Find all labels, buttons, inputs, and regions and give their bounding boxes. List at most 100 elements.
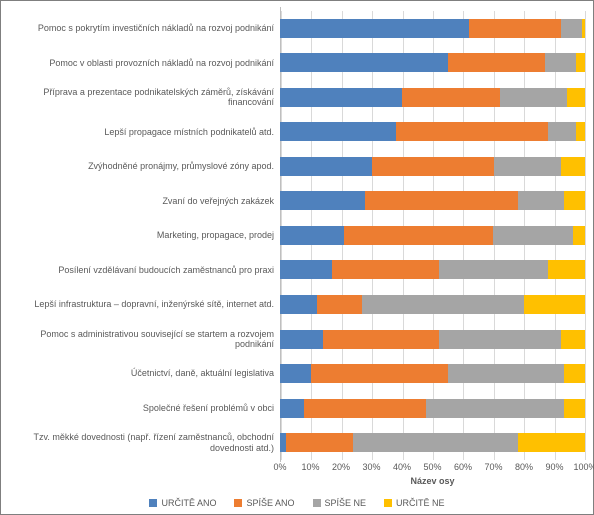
category-label: Příprava a prezentace podnikatelských zá… [9,87,280,108]
chart-container: Pomoc s pokrytím investičních nákladů na… [0,0,594,515]
bar-track [280,364,585,383]
bar-segment-spise_ne [493,226,572,245]
bar-segment-urcite_ne [561,157,585,176]
bar-track [280,88,585,107]
bar-segment-spise_ne [439,330,561,349]
bar-track [280,330,585,349]
gridline [585,11,586,460]
bar-segment-urcite_ne [564,364,585,383]
x-axis-title: Název osy [280,476,585,492]
category-label: Zvaní do veřejných zakázek [9,196,280,206]
bar-segment-urcite_ano [280,295,317,314]
bar-track [280,295,585,314]
bar-segment-urcite_ano [280,330,323,349]
x-tick-label: 50% [423,462,441,472]
legend-label: SPÍŠE NE [325,498,367,508]
plot-area: Pomoc s pokrytím investičních nákladů na… [9,7,585,492]
x-axis-title-row: Název osy [9,476,585,492]
legend-swatch [234,499,242,507]
bar-segment-spise_ano [311,364,448,383]
legend-item-spise_ne: SPÍŠE NE [313,498,367,508]
bar-track [280,53,585,72]
bar-segment-urcite_ano [280,157,372,176]
bar-rows: Pomoc s pokrytím investičních nákladů na… [9,7,585,462]
bar-track [280,122,585,141]
bar-track [280,157,585,176]
category-label: Posílení vzdělávaní budoucích zaměstnanc… [9,265,280,275]
bar-segment-urcite_ne [582,19,585,38]
bar-segment-urcite_ano [280,226,344,245]
bar-segment-urcite_ne [524,295,585,314]
bar-segment-spise_ne [353,433,518,452]
bar-segment-urcite_ano [280,364,311,383]
legend-label: SPÍŠE ANO [246,498,294,508]
bar-segment-urcite_ano [280,399,304,418]
bar-segment-spise_ano [448,53,546,72]
legend-item-urcite_ne: URČITĚ NE [384,498,445,508]
category-label: Lepší propagace místních podnikatelů atd… [9,127,280,137]
bar-track [280,191,585,210]
category-label: Společné řešení problémů v obci [9,403,280,413]
x-axis: 0%10%20%30%40%50%60%70%80%90%100% [9,462,585,476]
bar-segment-urcite_ano [280,53,448,72]
category-label: Zvýhodněné pronájmy, průmyslové zóny apo… [9,161,280,171]
x-tick-label: 10% [301,462,319,472]
category-label: Tzv. měkké dovednosti (např. řízení zamě… [9,432,280,453]
bar-track [280,19,585,38]
bar-segment-spise_ne [448,364,564,383]
category-label: Pomoc v oblasti provozních nákladů na ro… [9,58,280,68]
legend-swatch [313,499,321,507]
legend-label: URČITĚ ANO [161,498,216,508]
bar-segment-spise_ne [548,122,575,141]
bar-segment-spise_ano [323,330,439,349]
bar-segment-spise_ano [304,399,426,418]
legend-swatch [384,499,392,507]
bar-segment-spise_ano [396,122,549,141]
bar-segment-urcite_ne [567,88,585,107]
bar-segment-spise_ano [402,88,500,107]
bar-segment-spise_ano [332,260,439,279]
bar-segment-spise_ano [365,191,518,210]
bar-segment-spise_ano [317,295,363,314]
bar-segment-urcite_ano [280,122,396,141]
legend-swatch [149,499,157,507]
bar-segment-spise_ne [518,191,564,210]
x-axis-ticks: 0%10%20%30%40%50%60%70%80%90%100% [280,462,585,474]
bar-segment-spise_ano [344,226,493,245]
bar-segment-spise_ne [561,19,582,38]
x-tick-label: 0% [273,462,286,472]
x-tick-label: 40% [393,462,411,472]
x-tick-label: 80% [515,462,533,472]
bar-segment-urcite_ne [564,399,585,418]
category-label: Účetnictví, daně, aktuální legislativa [9,368,280,378]
bar-segment-spise_ne [426,399,563,418]
bar-track [280,433,585,452]
bar-segment-urcite_ano [280,19,469,38]
category-label: Marketing, propagace, prodej [9,230,280,240]
x-tick-label: 100% [573,462,594,472]
bar-track [280,399,585,418]
bar-segment-urcite_ne [564,191,585,210]
bar-segment-spise_ne [362,295,524,314]
x-tick-label: 60% [454,462,472,472]
legend-item-urcite_ano: URČITĚ ANO [149,498,216,508]
category-label: Pomoc s administrativou související se s… [9,329,280,350]
bar-segment-spise_ano [286,433,353,452]
x-tick-label: 20% [332,462,350,472]
legend-item-spise_ano: SPÍŠE ANO [234,498,294,508]
bar-segment-urcite_ne [576,53,585,72]
bar-segment-spise_ano [372,157,494,176]
bar-track [280,226,585,245]
bar-segment-urcite_ano [280,191,365,210]
bar-segment-urcite_ne [576,122,585,141]
x-tick-label: 30% [362,462,380,472]
category-label: Pomoc s pokrytím investičních nákladů na… [9,23,280,33]
bar-segment-urcite_ano [280,88,402,107]
bar-segment-urcite_ne [548,260,585,279]
bar-segment-spise_ne [500,88,567,107]
bar-segment-spise_ne [439,260,549,279]
bar-segment-spise_ano [469,19,561,38]
bar-segment-spise_ne [545,53,576,72]
bar-segment-urcite_ne [561,330,585,349]
x-tick-label: 70% [484,462,502,472]
